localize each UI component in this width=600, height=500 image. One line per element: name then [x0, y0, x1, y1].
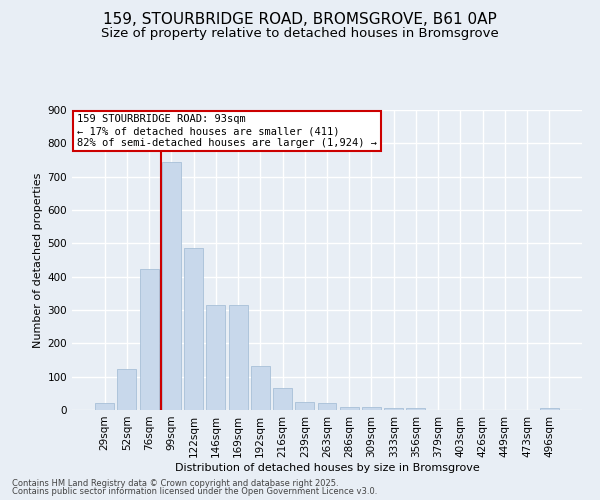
Bar	[229, 305, 248, 410]
Text: Size of property relative to detached houses in Bromsgrove: Size of property relative to detached ho…	[101, 28, 499, 40]
Text: 159, STOURBRIDGE ROAD, BROMSGROVE, B61 0AP: 159, STOURBRIDGE ROAD, BROMSGROVE, B61 0…	[103, 12, 497, 28]
X-axis label: Distribution of detached houses by size in Bromsgrove: Distribution of detached houses by size …	[175, 462, 479, 472]
Bar	[118, 370, 136, 410]
Bar	[140, 270, 158, 410]
Bar	[206, 305, 225, 410]
Text: Contains public sector information licensed under the Open Government Licence v3: Contains public sector information licen…	[12, 488, 377, 496]
Bar	[406, 408, 425, 410]
Bar	[95, 404, 114, 410]
Bar	[317, 404, 337, 410]
Bar	[273, 388, 292, 410]
Bar	[540, 408, 559, 410]
Text: Contains HM Land Registry data © Crown copyright and database right 2025.: Contains HM Land Registry data © Crown c…	[12, 478, 338, 488]
Bar	[362, 408, 381, 410]
Bar	[184, 248, 203, 410]
Bar	[162, 162, 181, 410]
Bar	[251, 366, 270, 410]
Bar	[340, 406, 359, 410]
Bar	[295, 402, 314, 410]
Y-axis label: Number of detached properties: Number of detached properties	[34, 172, 43, 348]
Text: 159 STOURBRIDGE ROAD: 93sqm
← 17% of detached houses are smaller (411)
82% of se: 159 STOURBRIDGE ROAD: 93sqm ← 17% of det…	[77, 114, 377, 148]
Bar	[384, 408, 403, 410]
